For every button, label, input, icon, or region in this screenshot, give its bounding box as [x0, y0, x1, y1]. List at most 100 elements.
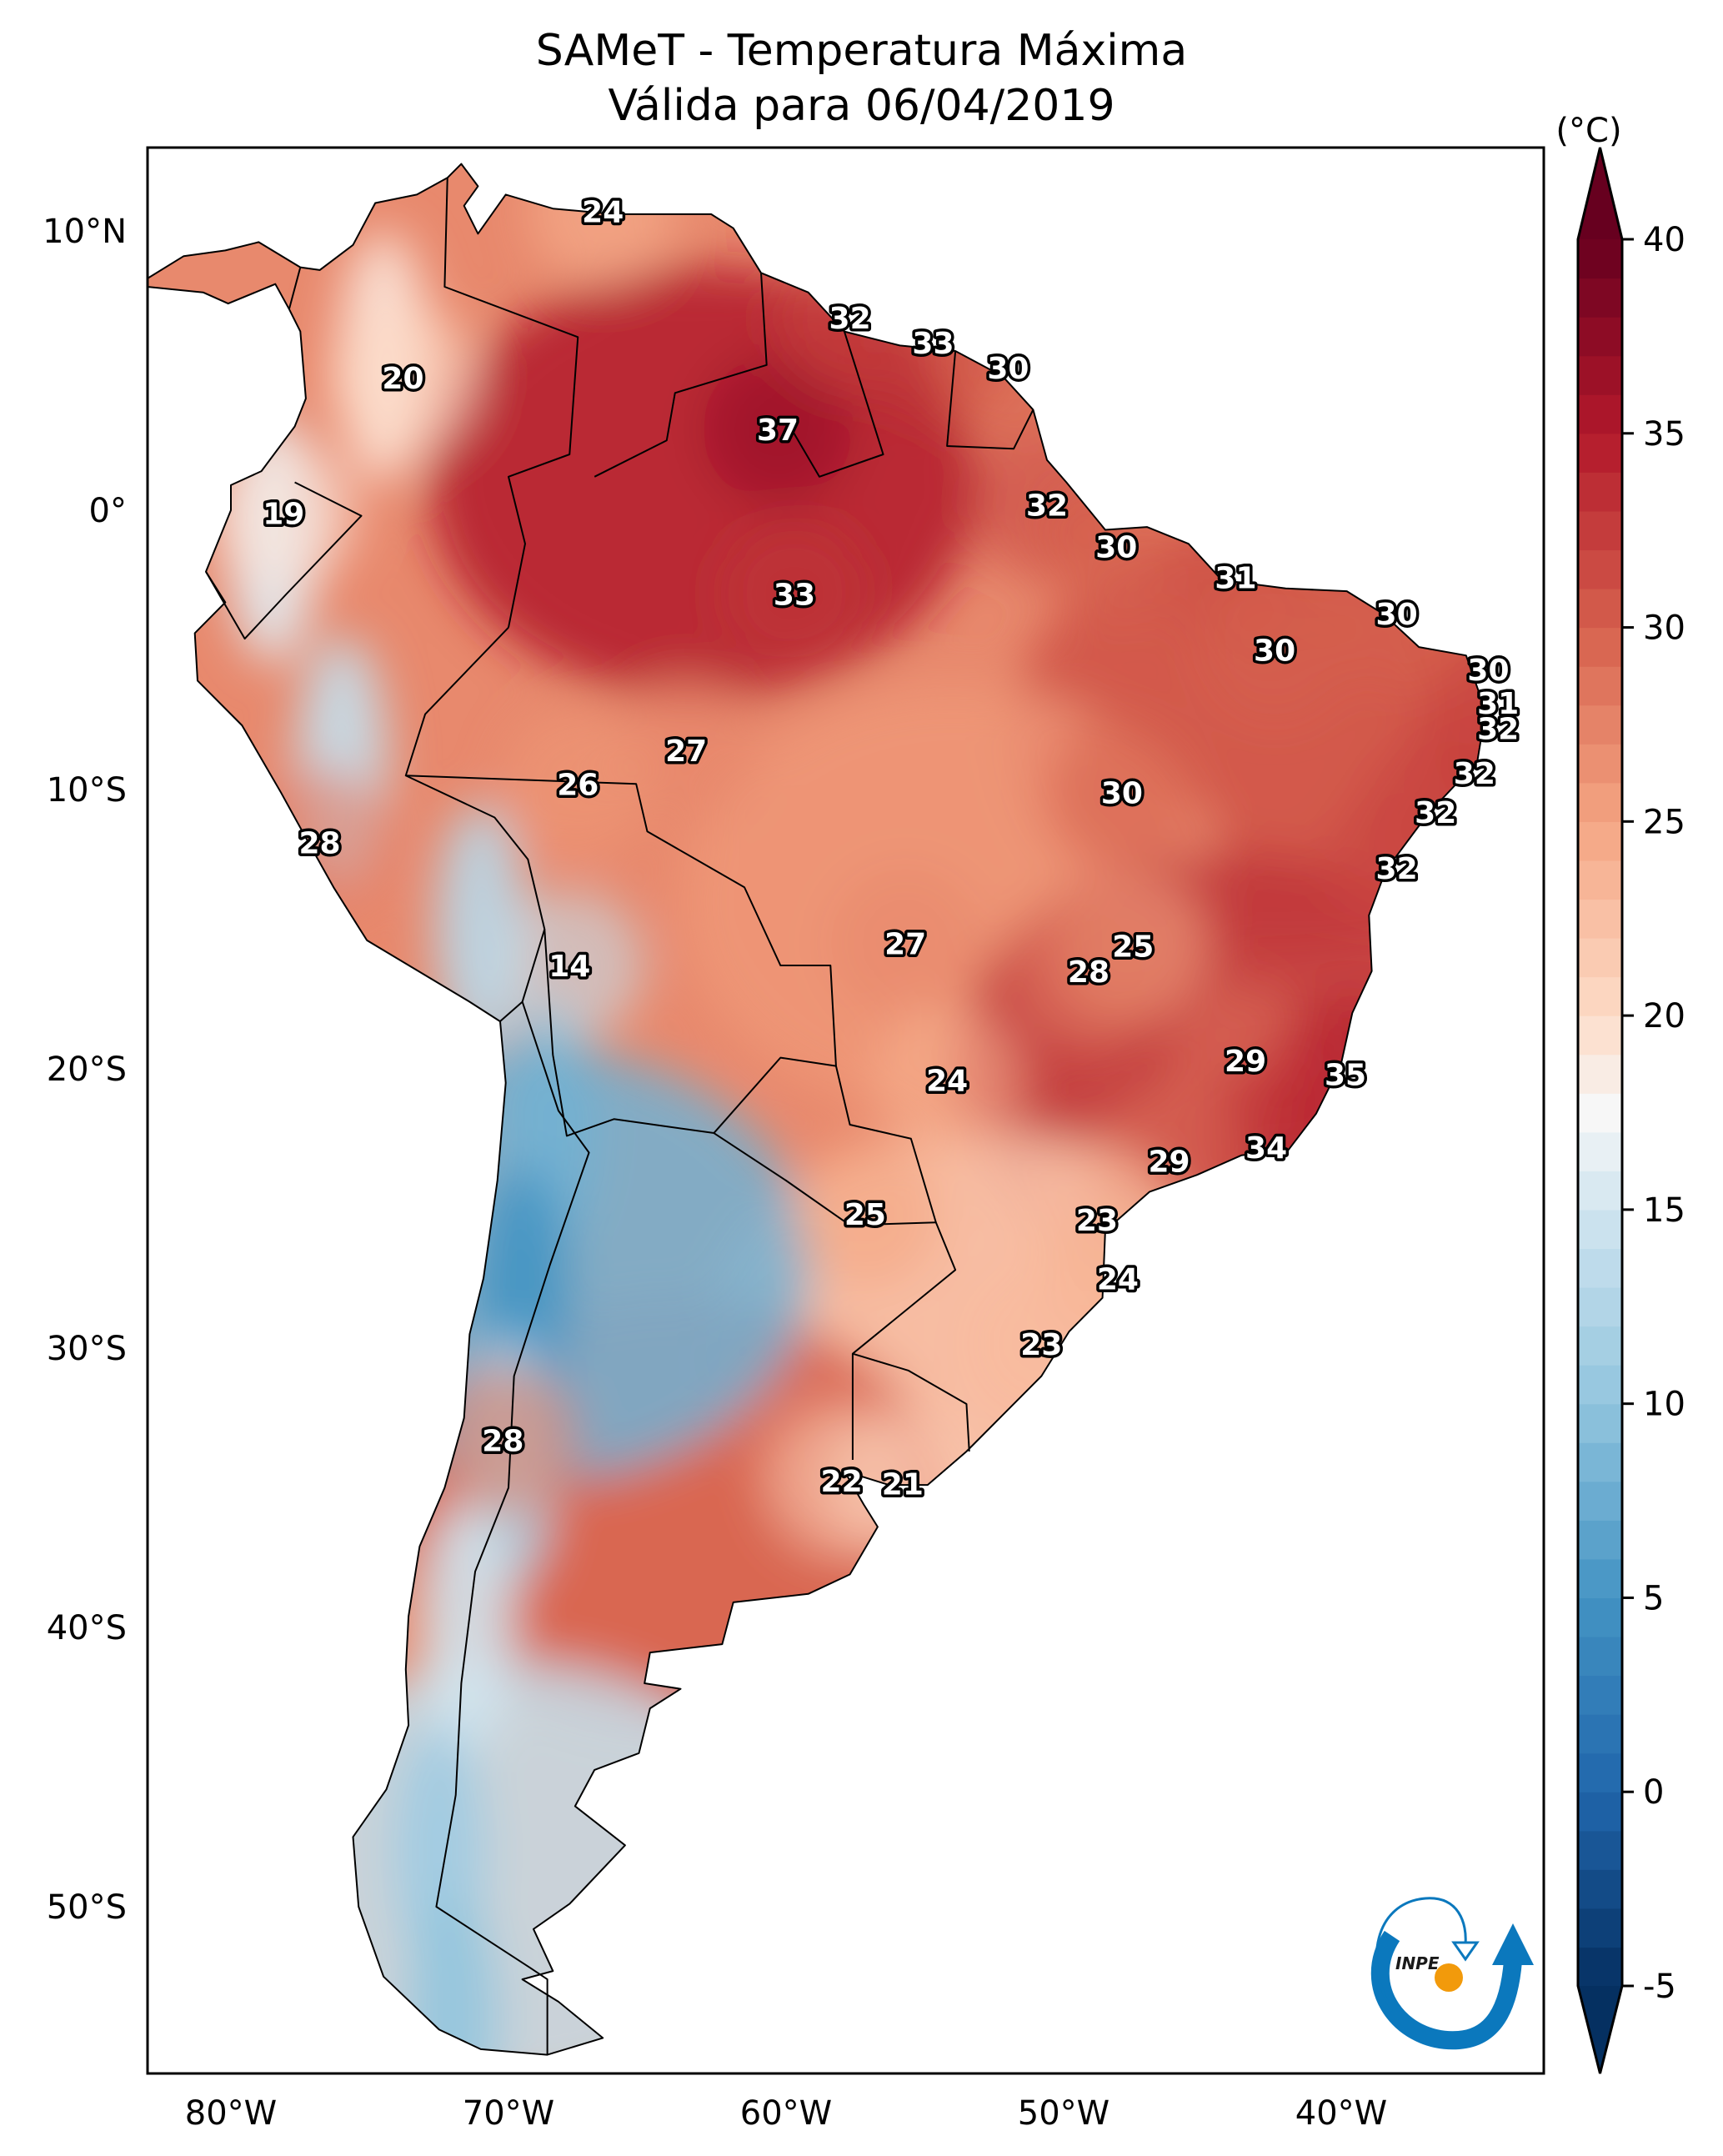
latitude-tick-label: 30°S: [47, 1330, 127, 1368]
field-sample: [789, 1139, 940, 1290]
latitude-tick-label: 0°: [89, 492, 127, 530]
colorbar-band: [1578, 239, 1622, 279]
colorbar-band: [1578, 1947, 1622, 1987]
colorbar-tick-label: 35: [1643, 415, 1685, 454]
colorbar-band: [1578, 860, 1622, 900]
field-sample: [1200, 574, 1350, 725]
colorbar-band: [1578, 317, 1622, 357]
colorbar-band: [1578, 1714, 1622, 1754]
coastline: [148, 163, 1487, 2056]
colorbar-band: [1578, 1637, 1622, 1677]
logo-text: INPE: [1395, 1953, 1440, 1973]
colorbar-tick-label: 10: [1643, 1386, 1685, 1424]
field-sample: [830, 868, 981, 1019]
colorbar-band: [1578, 1481, 1622, 1521]
colorbar-band: [1578, 1287, 1622, 1327]
colorbar-band: [1578, 821, 1622, 861]
colorbar-tick-label: -5: [1643, 1968, 1676, 2006]
temperature-label: 31: [1215, 561, 1256, 595]
political-borders: [205, 178, 1034, 2055]
colorbar-band: [1578, 1908, 1622, 1948]
colorbar: (°C) 40 35 30 25 20 15 10 5 0 -5: [1555, 112, 1685, 2074]
longitude-tick-label: 60°W: [740, 2094, 832, 2133]
field-andes-segment: [421, 1502, 513, 1752]
colorbar-band: [1578, 433, 1622, 473]
colorbar-tick-label: 20: [1643, 997, 1685, 1035]
country-border: [443, 178, 579, 628]
colorbar-tick-label: 15: [1643, 1191, 1685, 1230]
colorbar-band: [1578, 1792, 1622, 1832]
temperature-label: 21: [882, 1467, 924, 1502]
colorbar-band: [1578, 1558, 1622, 1599]
colorbar-band: [1578, 1442, 1622, 1482]
country-border: [594, 273, 768, 478]
temperature-label: 30: [1254, 634, 1295, 669]
colorbar-band: [1578, 278, 1622, 318]
latitude-tick-label: 10°S: [47, 771, 127, 810]
temperature-label: 32: [1454, 757, 1495, 791]
temperature-label: 31: [1477, 687, 1519, 721]
colorbar-band: [1578, 1520, 1622, 1560]
latitude-tick-label: 20°S: [47, 1050, 127, 1089]
map-frame: [146, 146, 1545, 2075]
colorbar-band: [1578, 1675, 1622, 1715]
temperature-field: [148, 163, 1486, 2055]
temperature-label: 24: [1097, 1262, 1139, 1296]
country-border: [543, 929, 837, 1137]
temperature-label: 28: [299, 827, 341, 861]
colorbar-band: [1578, 627, 1622, 667]
colorbar-band: [1578, 1015, 1622, 1055]
temperature-label: 34: [1245, 1131, 1287, 1166]
colorbar-tick-label: 0: [1643, 1773, 1664, 1812]
temperature-label: 27: [884, 927, 926, 961]
temperature-label: 28: [482, 1425, 523, 1459]
colorbar-band: [1578, 899, 1622, 939]
country-border: [852, 1352, 970, 1452]
temperature-label: 33: [912, 327, 954, 361]
colorbar-band: [1578, 938, 1622, 978]
field-sample: [719, 519, 869, 669]
temperature-annotations: 2420193733323330323031303030313232323227…: [260, 193, 1522, 1505]
colorbar-tick-label: 30: [1643, 609, 1685, 648]
temperature-label: 28: [1068, 955, 1109, 990]
latitude-axis: 10°N 0° 10°S 20°S 30°S 40°S 50°S: [43, 213, 127, 1927]
country-border: [790, 331, 884, 478]
longitude-tick-label: 70°W: [463, 2094, 554, 2133]
field-sample: [1046, 717, 1197, 868]
logo-down-arrow-icon: [1451, 1941, 1480, 1962]
temperature-label: 20: [382, 362, 423, 396]
colorbar-band: [1578, 1171, 1622, 1211]
field-andes-segment: [407, 1893, 499, 2055]
temperature-label: 30: [1376, 598, 1418, 632]
temperature-label: 37: [757, 414, 799, 448]
latitude-tick-label: 10°N: [43, 213, 127, 251]
colorbar-tick-label: 25: [1643, 803, 1685, 841]
field-sample: [703, 353, 854, 504]
colorbar-band: [1578, 472, 1622, 512]
colorbar-band: [1578, 1248, 1622, 1288]
temperature-label: 30: [987, 352, 1029, 386]
chart-title: SAMeT - Temperatura Máxima: [535, 26, 1188, 76]
temperature-label: 26: [557, 768, 599, 802]
field-region-patagonia: [233, 1662, 784, 2055]
colorbar-band: [1578, 1869, 1622, 1909]
colorbar-extend-min: [1578, 1986, 1622, 2073]
temperature-label: 32: [829, 302, 871, 336]
temperature-label: 25: [844, 1198, 886, 1232]
temperature-label: 29: [1225, 1045, 1266, 1079]
colorbar-band: [1578, 704, 1622, 745]
colorbar-band: [1578, 1752, 1622, 1792]
colorbar-band: [1578, 1403, 1622, 1443]
temperature-label: 23: [1076, 1204, 1118, 1238]
latitude-tick-label: 50°S: [47, 1888, 127, 1927]
colorbar-tick-label: 5: [1643, 1579, 1664, 1617]
temperature-label: 24: [926, 1064, 968, 1098]
map-area: 2420193733323330323031303030313232323227…: [148, 163, 1522, 2056]
colorbar-band: [1578, 510, 1622, 551]
field-sample: [872, 1005, 1023, 1156]
longitude-axis: 80°W 70°W 60°W 50°W 40°W: [185, 2094, 1387, 2133]
colorbar-band: [1578, 1131, 1622, 1171]
colorbar-band: [1578, 744, 1622, 784]
colorbar-band: [1578, 355, 1622, 395]
